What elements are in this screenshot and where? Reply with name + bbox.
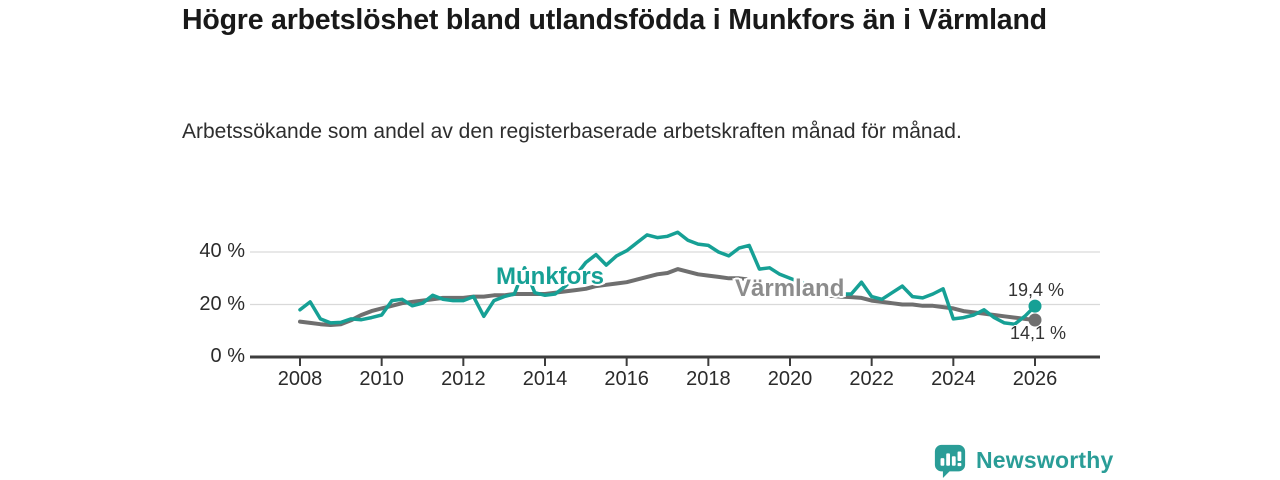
y-tick-label: 40 % <box>199 240 245 262</box>
x-tick-label: 2024 <box>931 368 976 390</box>
x-tick-label: 2010 <box>359 368 404 390</box>
x-tick-label: 2022 <box>849 368 894 390</box>
chart-subtitle: Arbetssökande som andel av den registerb… <box>182 120 962 143</box>
y-axis-labels: 0 % 20 % 40 % <box>120 0 245 480</box>
series-label-munkfors: Munkfors <box>496 263 604 290</box>
y-tick-label: 20 % <box>199 292 245 315</box>
y-tick-label: 0 % <box>210 345 245 367</box>
munkfors-end-dot <box>1028 299 1042 313</box>
x-tick-label: 2008 <box>277 368 323 390</box>
x-tick-label: 2016 <box>604 368 649 390</box>
end-value-label-varmland: 14,1 % <box>1010 323 1067 343</box>
series-label-varmland: Värmland <box>735 275 845 302</box>
chart-title: Högre arbetslöshet bland utlandsfödda i … <box>182 4 1047 36</box>
x-tick-label: 2012 <box>441 368 486 390</box>
brand-footer: Newsworthy <box>933 443 1113 478</box>
x-tick-label: 2018 <box>686 368 731 390</box>
x-tick-label: 2014 <box>522 368 568 390</box>
brand-name: Newsworthy <box>976 447 1114 473</box>
x-tick-label: 2020 <box>767 368 813 390</box>
end-value-label-munkfors: 19,4 % <box>1008 280 1065 300</box>
munkfors-line <box>298 230 1037 326</box>
newsworthy-logo-icon <box>934 444 966 478</box>
varmland-end-dot <box>1028 313 1042 327</box>
varmland-line <box>298 267 1037 327</box>
x-tick-label: 2026 <box>1012 368 1058 390</box>
